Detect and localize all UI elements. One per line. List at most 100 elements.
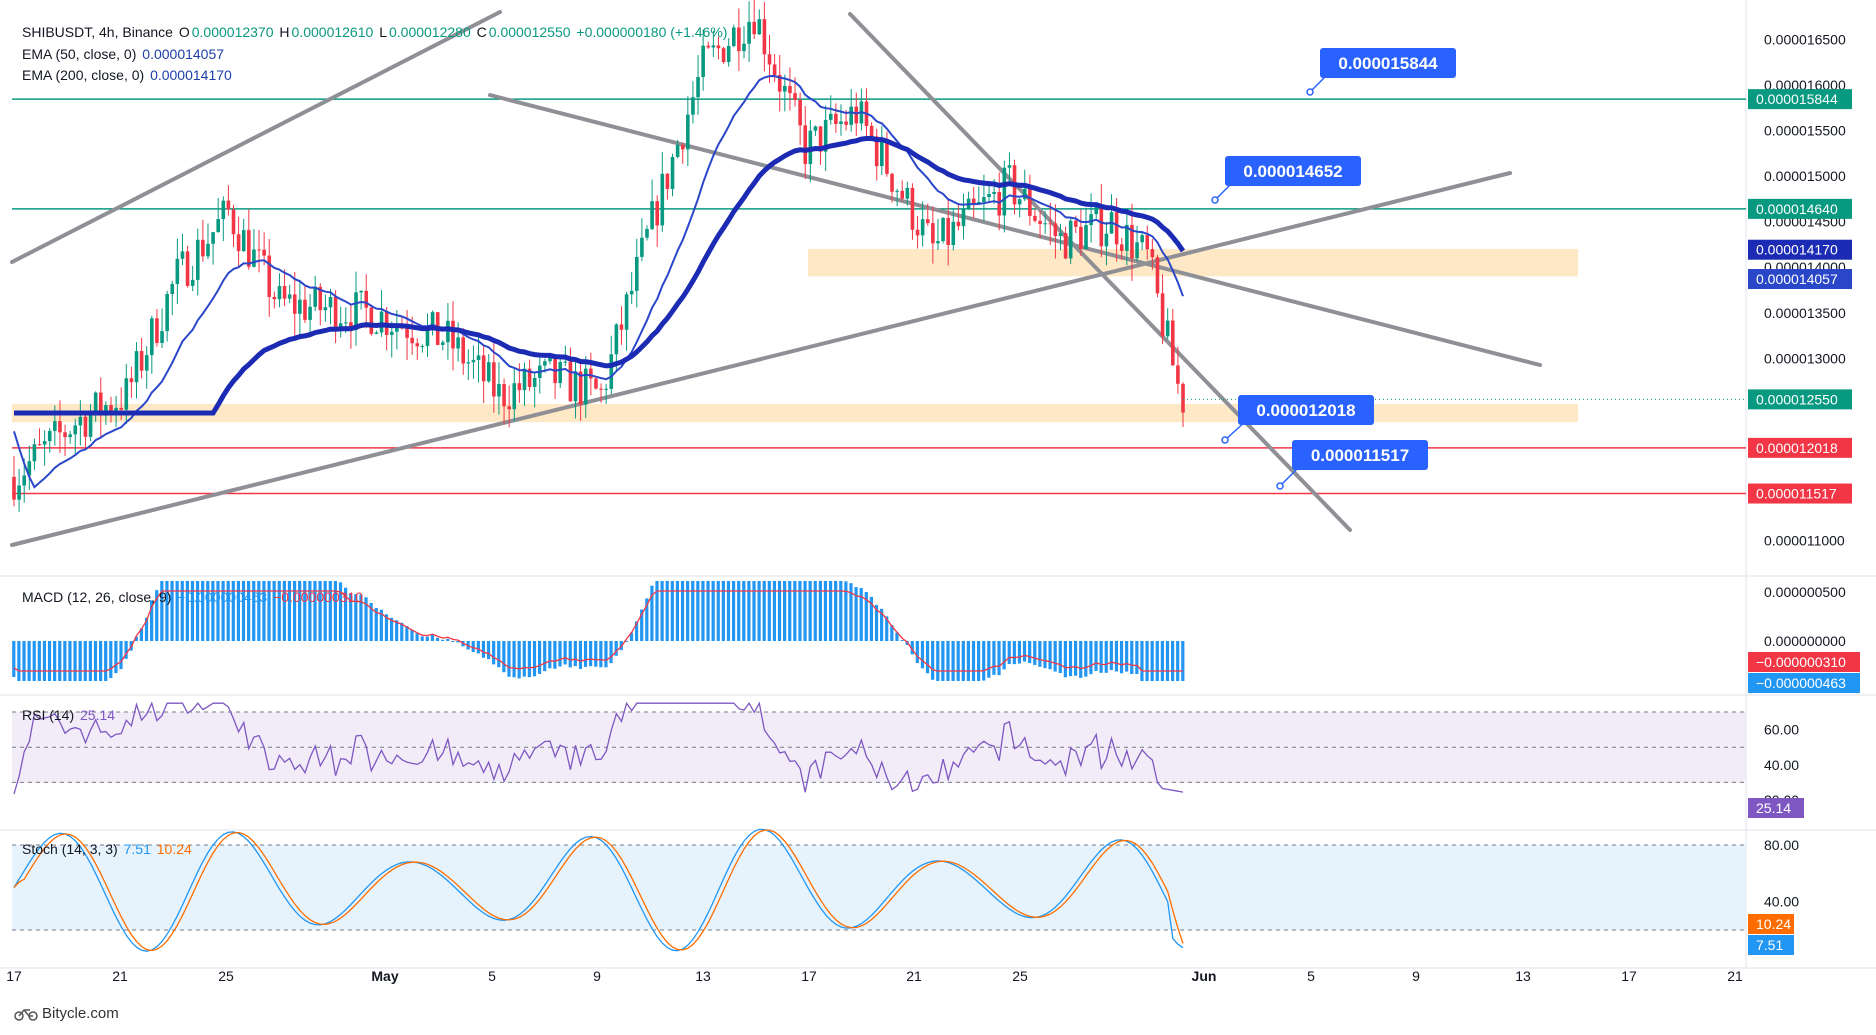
macd-bar [68, 641, 72, 681]
candle-body [405, 328, 409, 338]
candle-body [752, 21, 756, 35]
candle-body [1043, 223, 1047, 225]
macd-bar [711, 581, 715, 641]
rsi-tick-label: 40.00 [1764, 757, 1799, 773]
candle-body [931, 223, 935, 244]
macd-bar [303, 581, 307, 641]
macd-value-label: −0.000000463 [1756, 675, 1846, 691]
macd-bar [869, 596, 874, 641]
footer-brand[interactable]: Bitycle.com [14, 1005, 119, 1022]
macd-bar [1165, 641, 1170, 681]
candle-body [32, 444, 37, 462]
stoch-d-line [13, 829, 1184, 952]
candle-body [1165, 320, 1170, 337]
macd-bar [716, 581, 720, 641]
trendline-1 [488, 93, 1542, 367]
macd-bar [783, 581, 787, 641]
candle-body [364, 290, 369, 308]
candle-body [104, 405, 108, 416]
candle-body [640, 237, 644, 257]
candle-body [160, 331, 164, 343]
macd-bar [987, 641, 991, 678]
candle-body [144, 355, 149, 371]
macd-bar [175, 581, 179, 641]
macd-bar [226, 581, 230, 641]
candle-body [634, 256, 639, 291]
macd-bar [895, 632, 899, 641]
macd-bar [481, 641, 486, 658]
candle-body [42, 441, 47, 445]
candle-body [783, 85, 787, 92]
candle-body [180, 251, 185, 259]
candle-body [27, 461, 32, 476]
candle-body [1104, 233, 1109, 247]
candle-body [497, 383, 501, 397]
candle-body [287, 294, 292, 299]
candle-body [772, 64, 777, 75]
macd-bar [451, 641, 455, 642]
candle-body [1160, 293, 1165, 337]
candle-body [1170, 320, 1175, 366]
callout-box [1225, 156, 1361, 186]
candle-body [58, 421, 62, 433]
candle-body [456, 337, 460, 349]
macd-bar [47, 641, 52, 681]
macd-bar [42, 641, 47, 681]
macd-bar [124, 641, 128, 659]
x-tick-label: 9 [593, 968, 601, 984]
close-value: 0.000012550 [488, 24, 571, 40]
candle-body [471, 359, 476, 363]
candle-body [629, 290, 634, 295]
candle-body [481, 355, 486, 382]
macd-bar [614, 641, 618, 656]
stoch-d-label-bg [1748, 914, 1794, 934]
candle-body [987, 194, 991, 198]
rsi-legend: RSI (14) 25.14 [22, 706, 117, 724]
macd-bar [1017, 641, 1022, 664]
candle-body [747, 21, 751, 44]
macd-bar [287, 581, 292, 641]
macd-bar [88, 641, 92, 681]
candle-body [252, 249, 256, 267]
macd-bar [839, 581, 843, 641]
candle-body [241, 230, 246, 252]
price-tick-label: 0.000015500 [1764, 122, 1846, 138]
macd-bar [1089, 641, 1093, 675]
callout-box [1320, 48, 1456, 78]
price-tick-label: 0.000011000 [1764, 533, 1845, 549]
rsi-label: RSI (14) [22, 707, 75, 723]
macd-bar [32, 641, 36, 681]
macd-value-label: −0.000000310 [1756, 654, 1846, 670]
candle-body [1048, 223, 1053, 225]
candle-body [1155, 257, 1160, 294]
macd-bar [338, 582, 343, 641]
macd-bar [441, 639, 445, 641]
callout-label: 0.000015844 [1338, 54, 1438, 73]
macd-bar [476, 641, 480, 654]
ema50-legend: EMA (50, close, 0) 0.000014057 [22, 45, 226, 63]
candle-body [1145, 235, 1150, 250]
candle-body [206, 243, 210, 257]
candle-body [37, 444, 42, 446]
macd-bar [543, 641, 547, 672]
candle-body [236, 234, 241, 252]
candle-body [589, 368, 593, 379]
macd-bar [247, 581, 251, 641]
macd-bar [982, 641, 986, 681]
macd-bar [1002, 641, 1006, 670]
candle-body [395, 325, 399, 332]
macd-bar [180, 581, 184, 641]
macd-bar [599, 641, 603, 668]
candle-body [374, 332, 379, 334]
candle-body [762, 19, 767, 55]
x-tick-label: 13 [1515, 968, 1531, 984]
macd-bar [634, 621, 639, 641]
candle-body [165, 293, 169, 332]
macd-bar [925, 641, 930, 674]
candle-body [594, 378, 598, 389]
candle-body [900, 190, 905, 199]
candle-body [170, 283, 175, 294]
candle-body [502, 383, 506, 407]
macd-bar [553, 641, 557, 669]
